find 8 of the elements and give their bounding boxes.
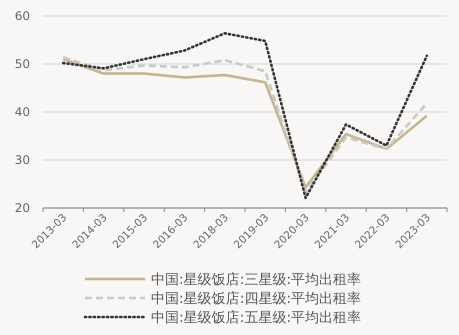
y-tick-label: 50 (14, 57, 30, 71)
legend-label: 中国:星级饭店:四星级:平均出租率 (151, 291, 362, 307)
legend-label: 中国:星级饭店:三星级:平均出租率 (151, 272, 362, 288)
y-tick-label: 40 (14, 105, 30, 119)
legend-label: 中国:星级饭店:五星级:平均出租率 (151, 310, 362, 326)
y-tick-label: 20 (14, 201, 30, 215)
y-tick-label: 60 (14, 9, 30, 23)
y-tick-label: 30 (14, 153, 30, 167)
